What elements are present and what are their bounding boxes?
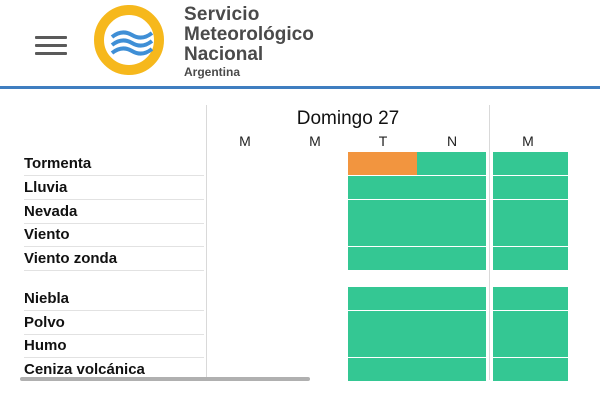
column-divider [206, 105, 207, 380]
alert-cell [417, 334, 486, 358]
brand-line-1: Servicio [184, 4, 260, 25]
alert-cell [417, 247, 486, 271]
column-header: M [239, 133, 251, 149]
row-label-niebla: Niebla [24, 287, 204, 311]
smn-logo-icon [94, 5, 164, 75]
alert-cell [348, 334, 417, 358]
horizontal-scrollbar[interactable] [20, 377, 310, 381]
alert-cell [493, 152, 568, 176]
column-header: M [522, 133, 534, 149]
alert-cell [493, 311, 568, 335]
alert-cell [493, 287, 568, 311]
alert-cell [417, 287, 486, 311]
alert-cell [348, 152, 417, 176]
hamburger-menu-icon[interactable] [35, 36, 67, 56]
alert-cell [417, 311, 486, 335]
day-title: Domingo 27 [296, 108, 400, 129]
alert-cell [493, 358, 568, 382]
row-label-nevada: Nevada [24, 200, 204, 224]
brand-line-3: Nacional [184, 44, 264, 65]
row-label-lluvia: Lluvia [24, 176, 204, 200]
row-label-viento: Viento [24, 223, 204, 247]
column-header: M [309, 133, 321, 149]
day-divider [489, 105, 490, 380]
alert-cell [348, 311, 417, 335]
alert-cell [417, 176, 486, 200]
column-header: T [378, 133, 388, 149]
alert-cell [348, 176, 417, 200]
alert-cell [417, 358, 486, 382]
site-header: Servicio Meteorológico Nacional Argentin… [0, 0, 600, 86]
header-divider [0, 86, 600, 89]
alert-cell [493, 247, 568, 271]
alert-cell [493, 334, 568, 358]
alert-cell [348, 358, 417, 382]
alert-cell [348, 200, 417, 224]
row-label-humo: Humo [24, 334, 204, 358]
column-header: N [446, 133, 458, 149]
alert-cell [417, 152, 486, 176]
alert-cell [348, 287, 417, 311]
brand-country: Argentina [184, 65, 241, 79]
row-label-tormenta: Tormenta [24, 152, 204, 176]
alert-cell [348, 247, 417, 271]
alert-cell [417, 223, 486, 247]
row-label-ceniza-volcanica: Ceniza volcánica [24, 361, 145, 378]
brand-line-2: Meteorológico [184, 24, 314, 45]
alert-cell [493, 200, 568, 224]
alert-cell [493, 223, 568, 247]
alert-cell [493, 176, 568, 200]
row-label-viento-zonda: Viento zonda [24, 247, 204, 271]
alert-cell [348, 223, 417, 247]
alert-cell [417, 200, 486, 224]
brand-name: Servicio Meteorológico Nacional Argentin… [184, 5, 314, 78]
row-label-polvo: Polvo [24, 311, 204, 335]
